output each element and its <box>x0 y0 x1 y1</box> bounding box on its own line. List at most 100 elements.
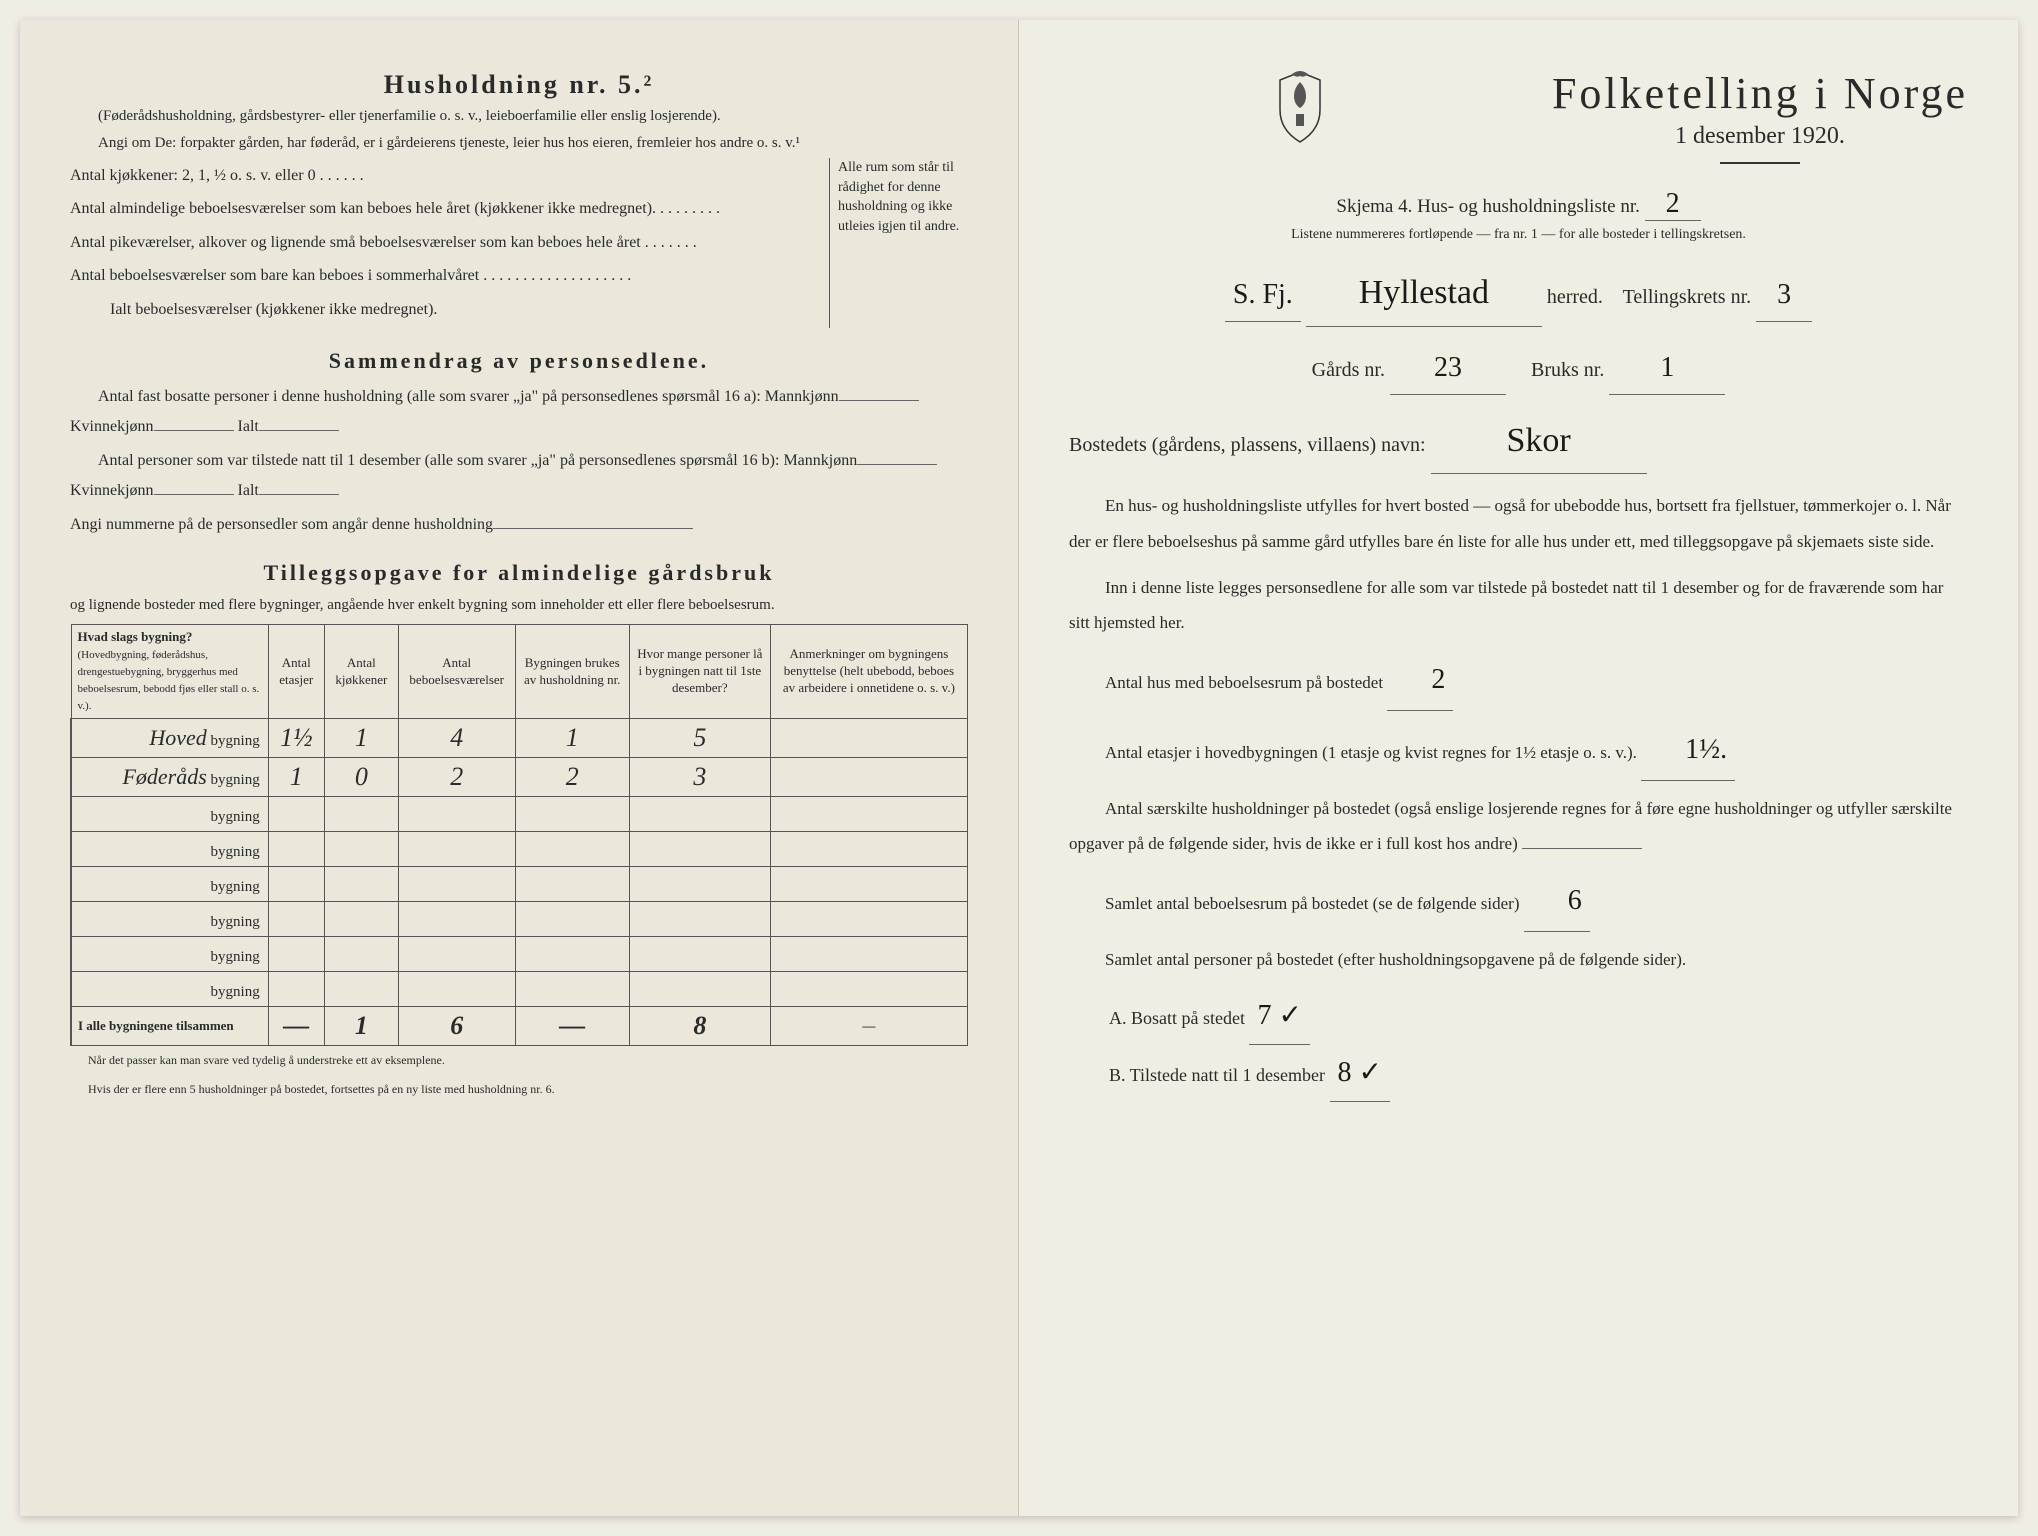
herred-value: Hyllestad <box>1306 261 1542 327</box>
para-1: En hus- og husholdningsliste utfylles fo… <box>1069 488 1968 559</box>
q4-label: Samlet antal beboelsesrum på bostedet (s… <box>1105 894 1519 913</box>
table-row: Føderåds bygning10223 <box>71 757 968 796</box>
skjema-label: Skjema 4. Hus- og husholdningsliste nr. <box>1336 196 1639 217</box>
summary-line-a: Antal fast bosatte personer i denne hush… <box>70 382 968 443</box>
row-c5 <box>629 901 770 936</box>
row-c5: 3 <box>629 757 770 796</box>
summary-note: Angi nummerne på de personsedler som ang… <box>70 510 968 540</box>
summary-b-k: Kvinnekjønn <box>70 482 154 499</box>
gard-row: Gårds nr. 23 Bruks nr. 1 <box>1069 341 1968 395</box>
row-c2 <box>324 936 398 971</box>
table-row: bygning <box>71 901 968 936</box>
q3-row: Antal særskilte husholdninger på bostede… <box>1069 791 1968 862</box>
row-c6 <box>770 757 967 796</box>
crest-icon <box>1270 70 1330 145</box>
th-notes: Anmerkninger om bygningens benyttelse (h… <box>770 625 967 718</box>
tillegg-sub: og lignende bosteder med flere bygninger… <box>70 594 968 617</box>
summary-line-b: Antal personer som var tilstede natt til… <box>70 446 968 507</box>
table-row: Hoved bygning1½1415 <box>71 718 968 757</box>
row-c5 <box>629 936 770 971</box>
table-row: bygning <box>71 971 968 1006</box>
krets-label: Tellingskrets nr. <box>1623 286 1752 308</box>
household-para2: Angi om De: forpakter gården, har føderå… <box>70 132 968 155</box>
b-value: 8 ✓ <box>1330 1045 1390 1102</box>
table-row: bygning <box>71 831 968 866</box>
row-c1 <box>268 796 324 831</box>
row-c2 <box>324 831 398 866</box>
title-date: 1 desember 1920. <box>1552 123 1968 150</box>
brace-note: Alle rum som står til rådighet for denne… <box>829 158 968 328</box>
total-c5: 8 <box>629 1006 770 1045</box>
kitchen-line: Antal kjøkkener: 2, 1, ½ o. s. v. eller … <box>70 161 817 191</box>
row-c4 <box>515 831 629 866</box>
room-total: Ialt beboelsesværelser (kjøkkener ikke m… <box>70 295 817 325</box>
q4-value: 6 <box>1524 872 1590 932</box>
row-c5 <box>629 866 770 901</box>
row-type: bygning <box>71 831 268 866</box>
a-label: A. Bosatt på stedet <box>1109 1008 1245 1028</box>
q1-value: 2 <box>1387 651 1453 711</box>
summary-a-text: Antal fast bosatte personer i denne hush… <box>98 388 839 405</box>
total-c4: — <box>515 1006 629 1045</box>
main-title: Folketelling i Norge <box>1552 68 1968 119</box>
right-header: Folketelling i Norge 1 desember 1920. <box>1069 60 1968 182</box>
row-c2: 0 <box>324 757 398 796</box>
row-type: bygning <box>71 936 268 971</box>
row-c1 <box>268 936 324 971</box>
total-label: I alle bygningene tilsammen <box>71 1006 268 1045</box>
table-row: bygning <box>71 936 968 971</box>
row-c2 <box>324 971 398 1006</box>
total-c1: — <box>268 1006 324 1045</box>
document-spread: Husholdning nr. 5.² (Føderådshusholdning… <box>20 20 2018 1516</box>
row-c4 <box>515 796 629 831</box>
row-c5 <box>629 971 770 1006</box>
table-row: bygning <box>71 796 968 831</box>
row-c3: 4 <box>398 718 515 757</box>
building-table: Hvad slags bygning? (Hovedbygning, føder… <box>70 624 968 1045</box>
gard-nr: 23 <box>1390 341 1506 395</box>
bruks-label: Bruks nr. <box>1531 359 1604 381</box>
krets-nr: 3 <box>1756 268 1812 322</box>
total-c2: 1 <box>324 1006 398 1045</box>
room-line-2: Antal pikeværelser, alkover og lignende … <box>70 228 817 258</box>
title-divider <box>1720 162 1800 164</box>
footnote-2: Hvis der er flere enn 5 husholdninger på… <box>70 1081 968 1098</box>
row-c3 <box>398 936 515 971</box>
row-c1 <box>268 971 324 1006</box>
a-value: 7 ✓ <box>1249 988 1309 1045</box>
herred-label: herred. <box>1547 286 1603 308</box>
th-type-sub: (Hovedbygning, føderådshus, drengestueby… <box>78 649 260 712</box>
q1-row: Antal hus med beboelsesrum på bostedet 2 <box>1069 651 1968 711</box>
row-c6 <box>770 971 967 1006</box>
row-c1 <box>268 901 324 936</box>
table-row: bygning <box>71 866 968 901</box>
row-type: bygning <box>71 971 268 1006</box>
room-line-3: Antal beboelsesværelser som bare kan beb… <box>70 261 817 291</box>
bosted-label: Bostedets (gårdens, plassens, villaens) … <box>1069 434 1426 456</box>
summary-a-i: Ialt <box>238 418 259 435</box>
footnote-1: Når det passer kan man svare ved tydelig… <box>70 1052 968 1069</box>
left-page: Husholdning nr. 5.² (Føderådshusholdning… <box>20 20 1019 1516</box>
row-c1 <box>268 866 324 901</box>
list-info: Listene nummereres fortløpende — fra nr.… <box>1069 227 1968 243</box>
room-line-1: Antal almindelige beboelsesværelser som … <box>70 194 817 224</box>
q1-label: Antal hus med beboelsesrum på bostedet <box>1105 673 1383 692</box>
row-c4 <box>515 901 629 936</box>
q2-label: Antal etasjer i hovedbygningen (1 etasje… <box>1105 743 1637 762</box>
th-floors: Antal etasjer <box>268 625 324 718</box>
row-c6 <box>770 936 967 971</box>
summary-heading: Sammendrag av personsedlene. <box>70 348 968 374</box>
row-c6 <box>770 796 967 831</box>
row-c6 <box>770 866 967 901</box>
row-c3 <box>398 901 515 936</box>
row-c2: 1 <box>324 718 398 757</box>
total-c3: 6 <box>398 1006 515 1045</box>
tillegg-heading: Tilleggsopgave for almindelige gårdsbruk <box>70 560 968 586</box>
q3-label: Antal særskilte husholdninger på bostede… <box>1069 799 1952 854</box>
row-c3 <box>398 866 515 901</box>
th-type: Hvad slags bygning? (Hovedbygning, føder… <box>71 625 268 718</box>
row-type: bygning <box>71 901 268 936</box>
bosted-row: Bostedets (gårdens, plassens, villaens) … <box>1069 409 1968 475</box>
row-c2 <box>324 796 398 831</box>
row-c5: 5 <box>629 718 770 757</box>
